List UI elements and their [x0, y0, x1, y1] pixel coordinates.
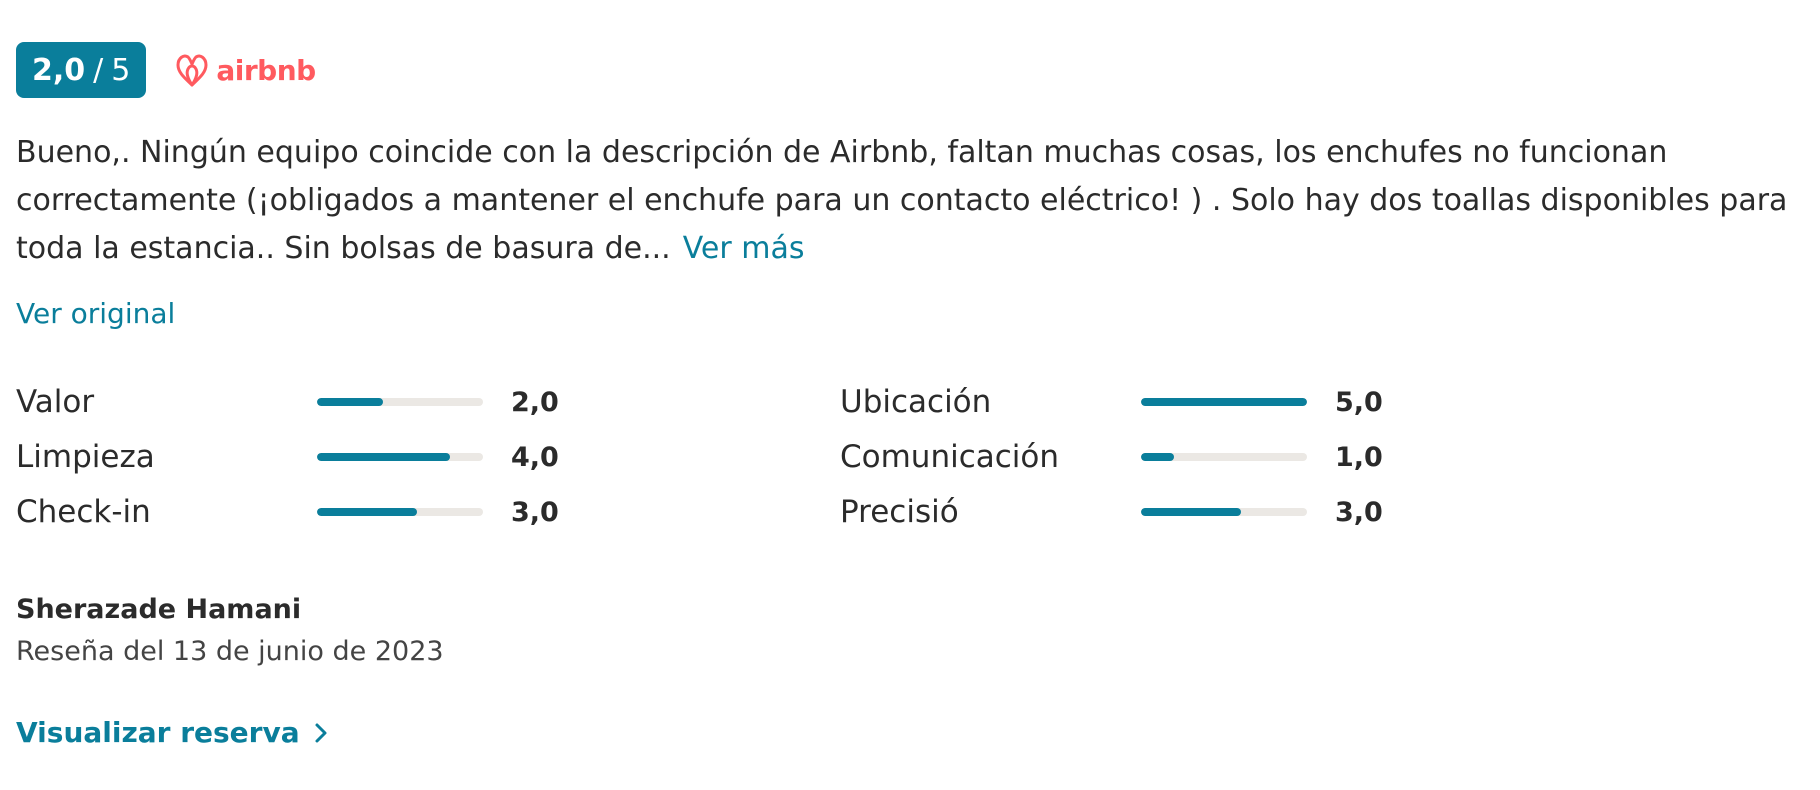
rating-row: Precisió 3,0	[840, 488, 1540, 536]
rating-row: Valor 2,0	[16, 378, 716, 426]
rating-bar	[1141, 453, 1307, 461]
rating-bar	[1141, 508, 1307, 516]
chevron-right-icon	[315, 723, 327, 742]
rating-row: Comunicación 1,0	[840, 433, 1540, 481]
review-date: Reseña del 13 de junio de 2023	[16, 636, 444, 667]
rating-bar-fill	[317, 508, 417, 516]
rating-bar	[1141, 398, 1307, 406]
rating-value: 4,0	[511, 441, 559, 473]
rating-row: Ubicación 5,0	[840, 378, 1540, 426]
read-more-link[interactable]: Ver más	[682, 231, 805, 266]
rating-bar	[317, 508, 483, 516]
rating-row: Limpieza 4,0	[16, 433, 716, 481]
rating-row: Check-in 3,0	[16, 488, 716, 536]
score-max: 5	[111, 52, 131, 88]
review-header: 2,0 / 5 airbnb	[16, 42, 316, 98]
rating-bar	[317, 453, 483, 461]
rating-bar-fill	[1141, 508, 1241, 516]
rating-value: 5,0	[1335, 386, 1383, 418]
rating-value: 3,0	[1335, 496, 1383, 528]
rating-label: Precisió	[840, 494, 959, 530]
airbnb-logo-icon	[174, 51, 210, 89]
rating-value: 3,0	[511, 496, 559, 528]
score-badge: 2,0 / 5	[16, 42, 147, 98]
score-separator: /	[93, 52, 104, 88]
rating-value: 2,0	[511, 386, 559, 418]
airbnb-brand: airbnb	[174, 51, 316, 89]
rating-bar-fill	[1141, 453, 1175, 461]
score-value: 2,0	[32, 52, 86, 88]
rating-label: Limpieza	[16, 439, 155, 475]
author-name: Sherazade Hamani	[16, 594, 302, 625]
rating-bar-fill	[317, 453, 450, 461]
rating-label: Ubicación	[840, 384, 992, 420]
see-original-link[interactable]: Ver original	[16, 297, 176, 330]
rating-label: Comunicación	[840, 439, 1060, 475]
rating-label: Check-in	[16, 494, 151, 530]
view-booking-label: Visualizar reserva	[16, 716, 300, 749]
rating-bar-fill	[317, 398, 384, 406]
rating-label: Valor	[16, 384, 95, 420]
review-body: Bueno,. Ningún equipo coincide con la de…	[16, 129, 1796, 273]
rating-bar-fill	[1141, 398, 1307, 406]
view-booking-link[interactable]: Visualizar reserva	[16, 716, 328, 749]
review-text: Bueno,. Ningún equipo coincide con la de…	[16, 135, 1788, 266]
brand-name: airbnb	[216, 53, 316, 87]
rating-value: 1,0	[1335, 441, 1383, 473]
rating-bar	[317, 398, 483, 406]
